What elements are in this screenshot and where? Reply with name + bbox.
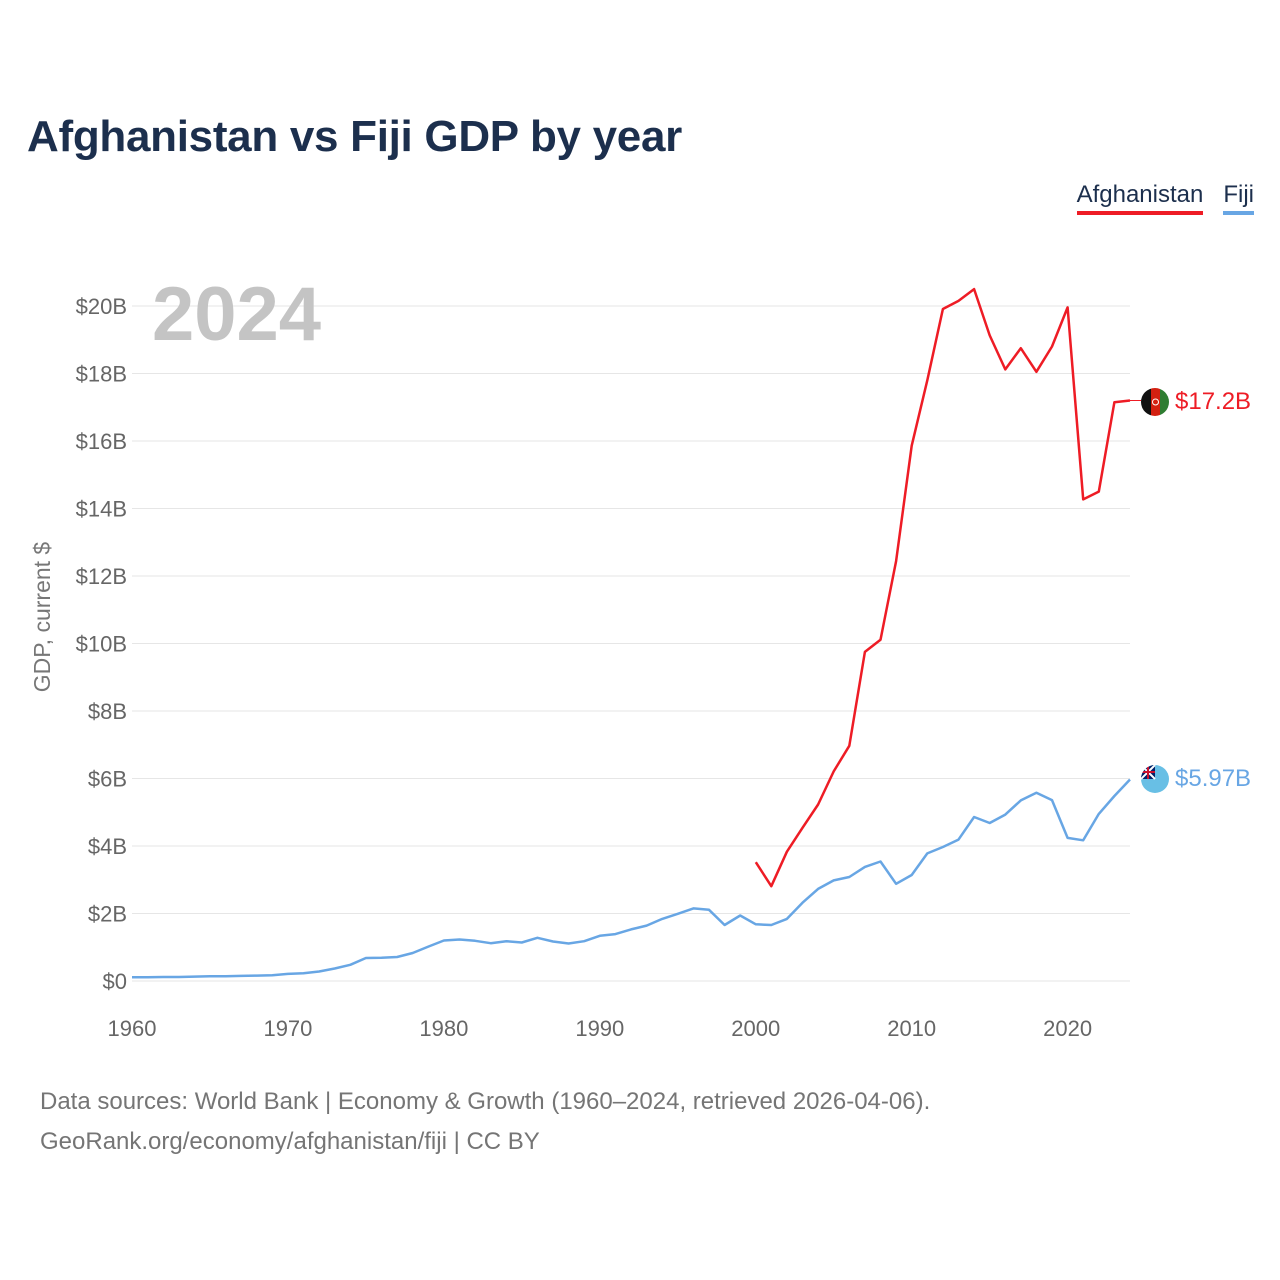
series-line-fiji[interactable]	[132, 778, 1131, 979]
y-tick-label: $2B	[88, 902, 127, 927]
y-tick-label: $14B	[76, 497, 127, 522]
year-watermark: 2024	[152, 272, 321, 357]
afghanistan-flag-icon	[1141, 388, 1169, 416]
x-tick-label: 1980	[419, 1016, 468, 1041]
y-axis-label: GDP, current $	[29, 542, 55, 693]
footer-source: Data sources: World Bank | Economy & Gro…	[40, 1088, 931, 1115]
fiji-end-marker: $5.97B	[1141, 765, 1251, 793]
x-axis-ticks: 1960 1970 1980 1990 2000 2010 2020	[108, 1016, 1093, 1041]
y-tick-label: $6B	[88, 767, 127, 792]
x-tick-label: 2010	[887, 1016, 936, 1041]
x-tick-label: 1960	[108, 1016, 157, 1041]
footer-credit[interactable]: GeoRank.org/economy/afghanistan/fiji | C…	[40, 1128, 540, 1155]
y-tick-label: $16B	[76, 429, 127, 454]
x-tick-label: 1990	[575, 1016, 624, 1041]
y-tick-label: $0	[103, 969, 127, 994]
footer: Data sources: World Bank | Economy & Gro…	[40, 1082, 930, 1162]
y-tick-label: $8B	[88, 699, 127, 724]
x-tick-label: 2000	[731, 1016, 780, 1041]
y-tick-label: $12B	[76, 564, 127, 589]
y-tick-label: $10B	[76, 632, 127, 657]
grid-lines	[132, 305, 1130, 982]
y-tick-label: $4B	[88, 834, 127, 859]
legend-item-fiji[interactable]: Fiji	[1223, 181, 1254, 215]
fiji-end-value: $5.97B	[1175, 765, 1251, 792]
y-tick-label: $18B	[76, 362, 127, 387]
x-tick-label: 2020	[1043, 1016, 1092, 1041]
afghanistan-end-marker: $17.2B	[1130, 388, 1251, 416]
chart-title: Afghanistan vs Fiji GDP by year	[27, 112, 682, 161]
afghanistan-end-value: $17.2B	[1175, 388, 1251, 415]
fiji-flag-icon	[1141, 765, 1169, 793]
legend-item-afghanistan[interactable]: Afghanistan	[1076, 181, 1204, 215]
series-line-afghanistan[interactable]	[754, 287, 1131, 888]
legend: Afghanistan Fiji	[1076, 181, 1254, 215]
series-lines	[132, 287, 1131, 979]
y-tick-label: $20B	[76, 294, 127, 319]
y-axis-ticks: $0 $2B $4B $6B $8B $10B $12B $14B $16B $18B $20B	[76, 294, 127, 994]
x-tick-label: 1970	[263, 1016, 312, 1041]
